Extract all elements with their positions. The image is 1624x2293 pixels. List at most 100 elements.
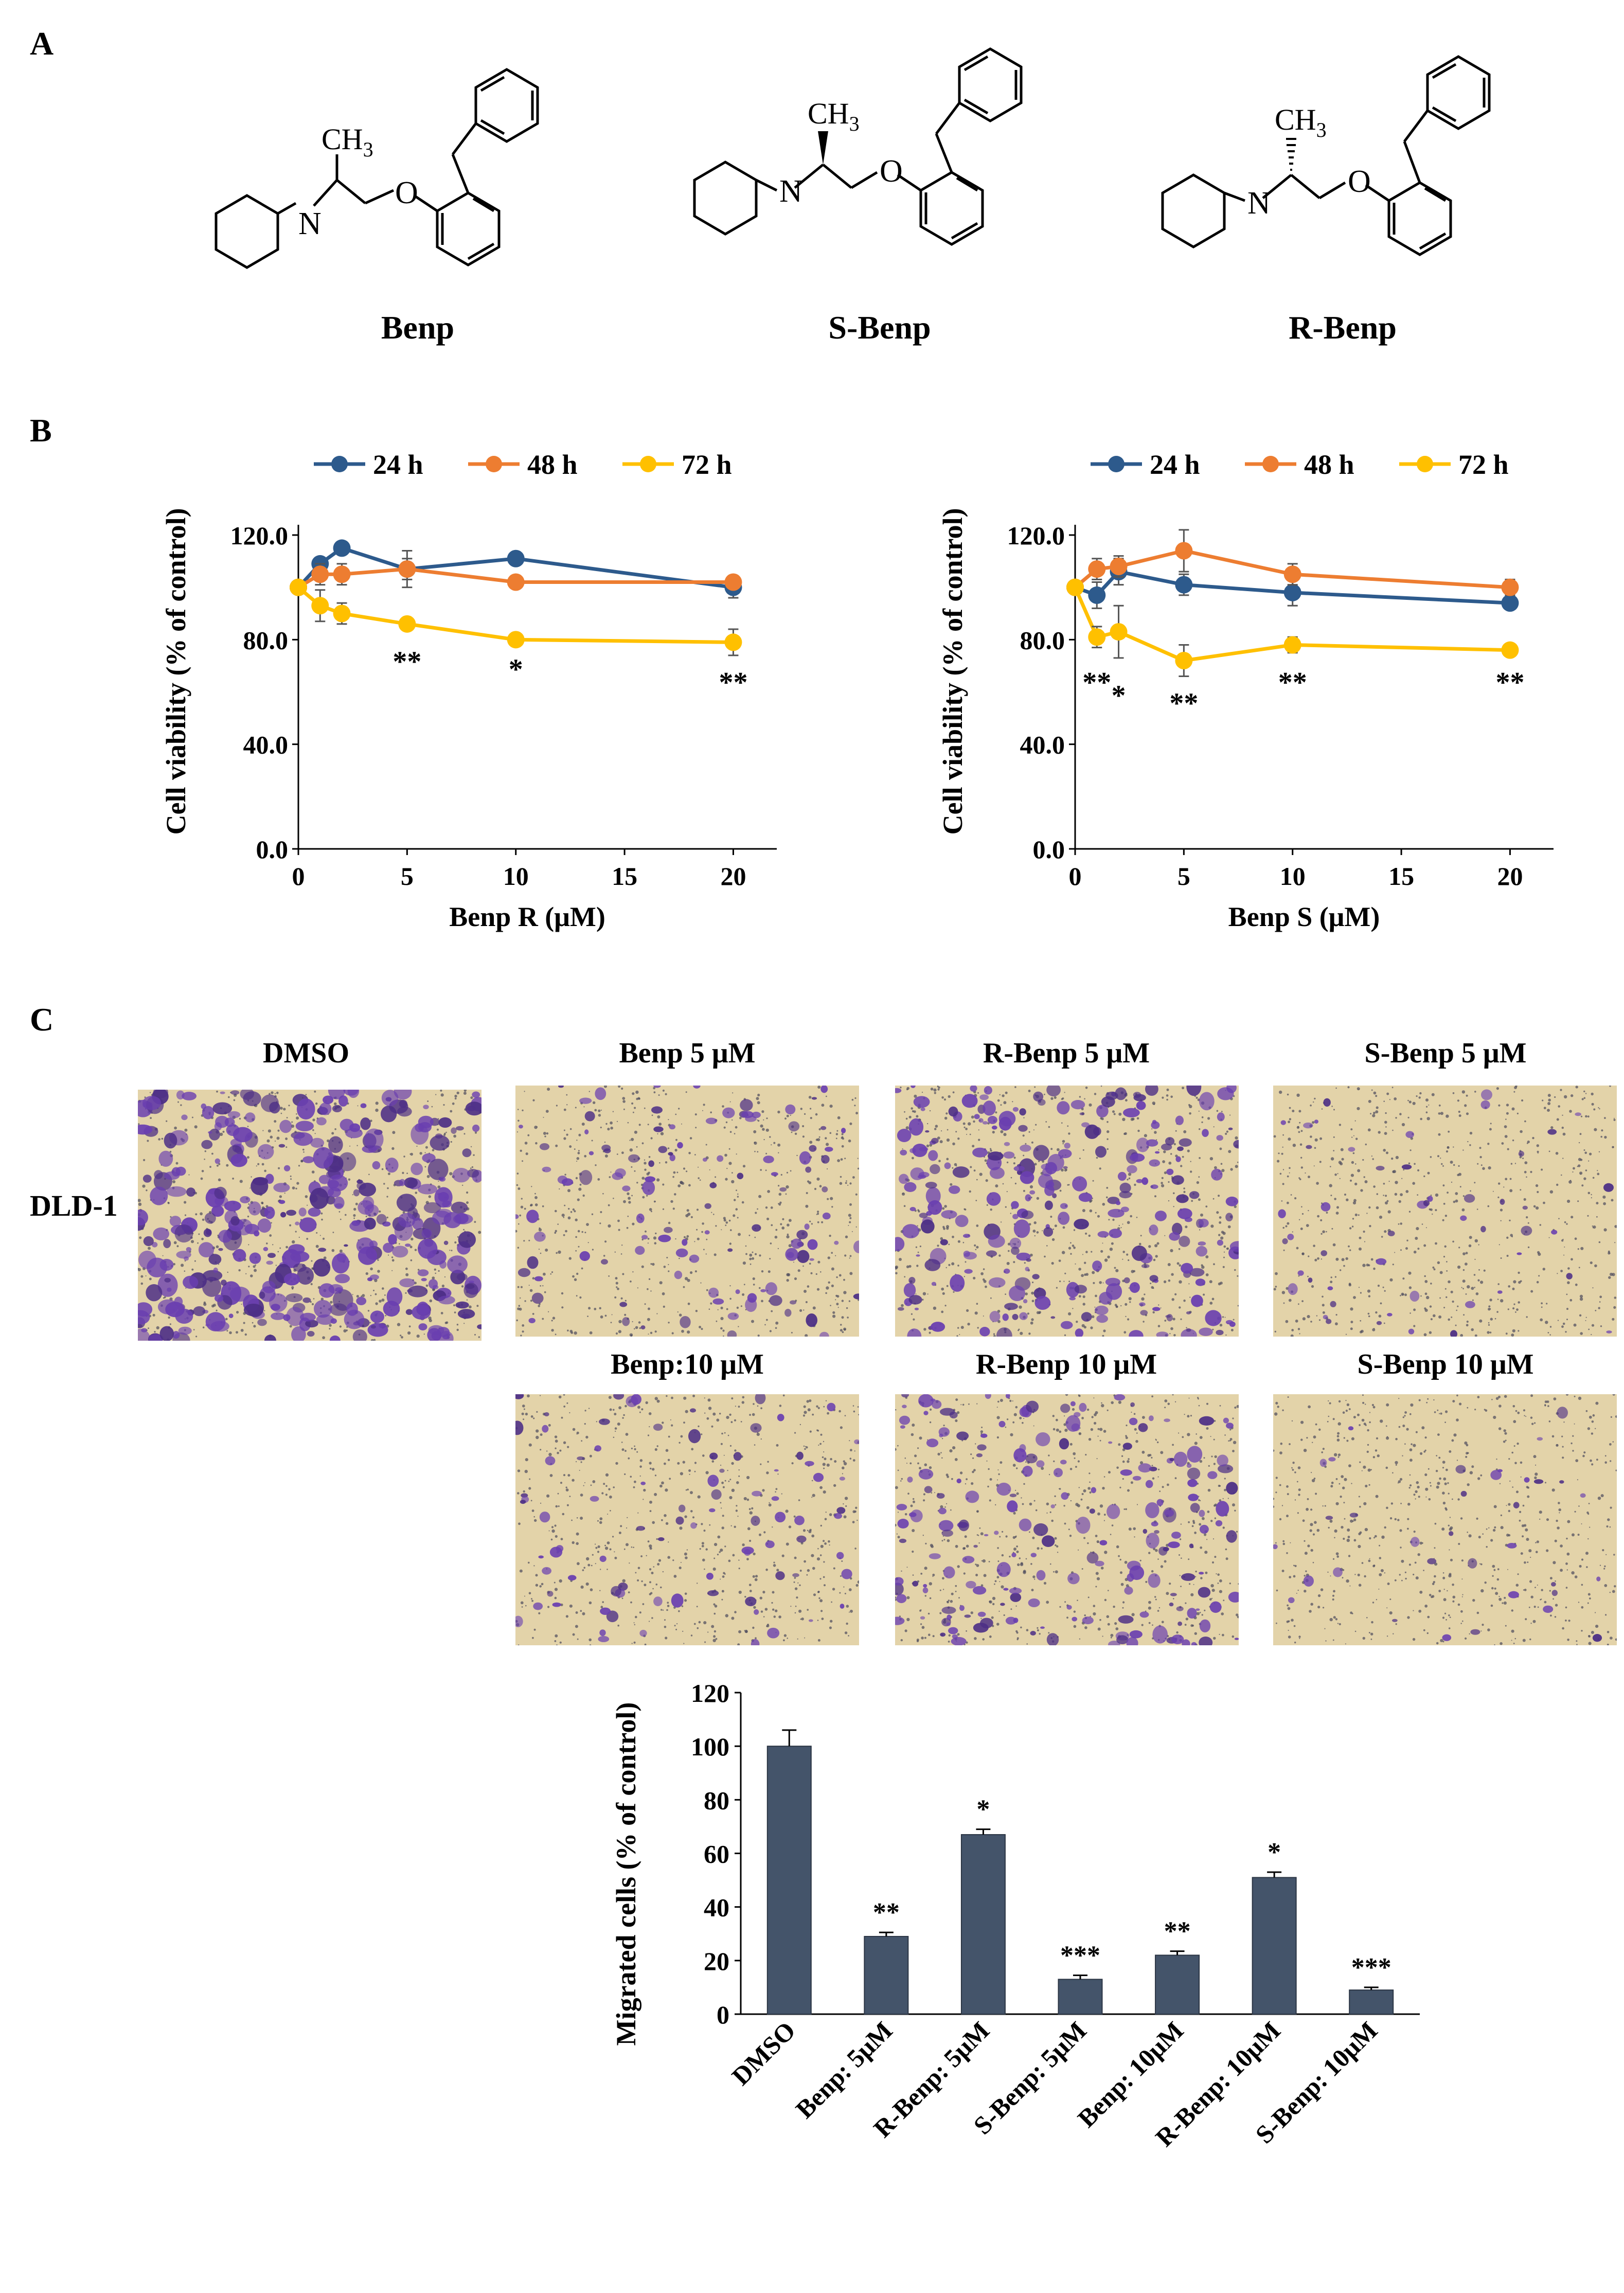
pore: [665, 1637, 668, 1640]
pore: [375, 1108, 379, 1112]
pore: [444, 1276, 446, 1278]
stained-cell: [153, 1227, 169, 1240]
pore: [831, 1252, 833, 1254]
stained-cell: [257, 1319, 267, 1326]
pore: [377, 1270, 380, 1273]
pore: [285, 1146, 288, 1148]
pore: [463, 1090, 467, 1092]
pore: [181, 1264, 184, 1267]
pore: [720, 1327, 723, 1330]
pore: [1409, 1312, 1411, 1314]
pore: [827, 1412, 829, 1415]
pore: [1307, 1315, 1310, 1319]
pore: [781, 1227, 785, 1230]
pore: [1130, 1117, 1134, 1121]
pore: [946, 1138, 950, 1142]
stained-cell: [1012, 1313, 1019, 1320]
pore: [1451, 1181, 1453, 1183]
stained-cell: [539, 1143, 550, 1150]
stained-cell: [579, 1170, 593, 1185]
pore: [1475, 1292, 1479, 1295]
stained-cell: [949, 1185, 960, 1194]
pore: [266, 1139, 270, 1143]
pore: [694, 1113, 697, 1116]
stained-cell: [1060, 1321, 1073, 1329]
pore: [384, 1294, 386, 1296]
pore: [1419, 1092, 1422, 1095]
pore: [738, 1559, 740, 1561]
pore: [997, 1469, 999, 1471]
pore: [316, 1232, 318, 1234]
stained-cell: [1327, 1286, 1333, 1290]
pore: [935, 1125, 938, 1128]
pore: [802, 1135, 805, 1138]
stained-cell: [1139, 1302, 1146, 1306]
stained-cell: [1038, 1174, 1053, 1188]
stained-cell: [1155, 1211, 1167, 1221]
pore: [331, 1132, 334, 1135]
pore: [565, 1488, 569, 1491]
pore: [610, 1322, 612, 1323]
data-point: [1110, 558, 1128, 575]
pore: [554, 1435, 558, 1438]
pore: [1401, 1123, 1405, 1127]
pore: [1199, 1523, 1202, 1526]
methyl-label: CH3: [1275, 103, 1327, 141]
pore: [1579, 1133, 1582, 1135]
pore: [296, 1116, 299, 1120]
pore: [1171, 1273, 1174, 1276]
pore: [1164, 1320, 1167, 1322]
pore: [658, 1094, 660, 1096]
pore: [697, 1208, 699, 1211]
stained-cell: [230, 1153, 247, 1167]
stained-cell: [972, 1147, 988, 1158]
pore: [278, 1167, 280, 1169]
pore: [731, 1172, 733, 1174]
pore: [1062, 1140, 1065, 1143]
pore: [1511, 1334, 1514, 1337]
pore: [1016, 1545, 1018, 1548]
pore: [949, 1449, 953, 1453]
pore: [1520, 1280, 1522, 1283]
pore: [649, 1544, 652, 1548]
pore: [419, 1152, 422, 1155]
stained-cell: [1141, 1264, 1150, 1268]
pore: [1343, 1265, 1345, 1267]
pore: [1584, 1151, 1587, 1154]
pore: [1614, 1225, 1617, 1228]
pore: [630, 1281, 632, 1283]
pore: [736, 1153, 737, 1155]
pore: [956, 1335, 958, 1337]
pore: [1420, 1117, 1422, 1121]
pore: [798, 1499, 800, 1501]
pore: [1508, 1285, 1510, 1288]
pore: [397, 1323, 401, 1326]
pore: [1006, 1418, 1009, 1420]
pore: [1056, 1418, 1058, 1421]
pore: [793, 1581, 795, 1583]
pore: [1000, 1104, 1002, 1106]
pore: [1532, 1136, 1534, 1140]
pore: [1183, 1130, 1187, 1133]
pore: [369, 1322, 371, 1324]
pore: [680, 1435, 683, 1438]
pore: [999, 1094, 1001, 1096]
pore: [1581, 1098, 1584, 1100]
stained-cell: [186, 1247, 191, 1252]
pore: [1340, 1148, 1344, 1151]
pore: [1351, 1136, 1353, 1138]
pore: [240, 1329, 244, 1332]
pore: [1460, 1334, 1464, 1337]
pore: [176, 1245, 179, 1248]
pore: [1599, 1301, 1601, 1303]
pore: [145, 1275, 147, 1276]
pore: [855, 1506, 858, 1509]
pore: [1082, 1295, 1085, 1299]
pore: [735, 1126, 738, 1129]
pore: [694, 1462, 697, 1464]
pore: [1059, 1281, 1061, 1283]
stained-cell: [463, 1283, 478, 1298]
pore: [904, 1276, 906, 1278]
pore: [1232, 1417, 1234, 1419]
pore: [781, 1493, 782, 1495]
